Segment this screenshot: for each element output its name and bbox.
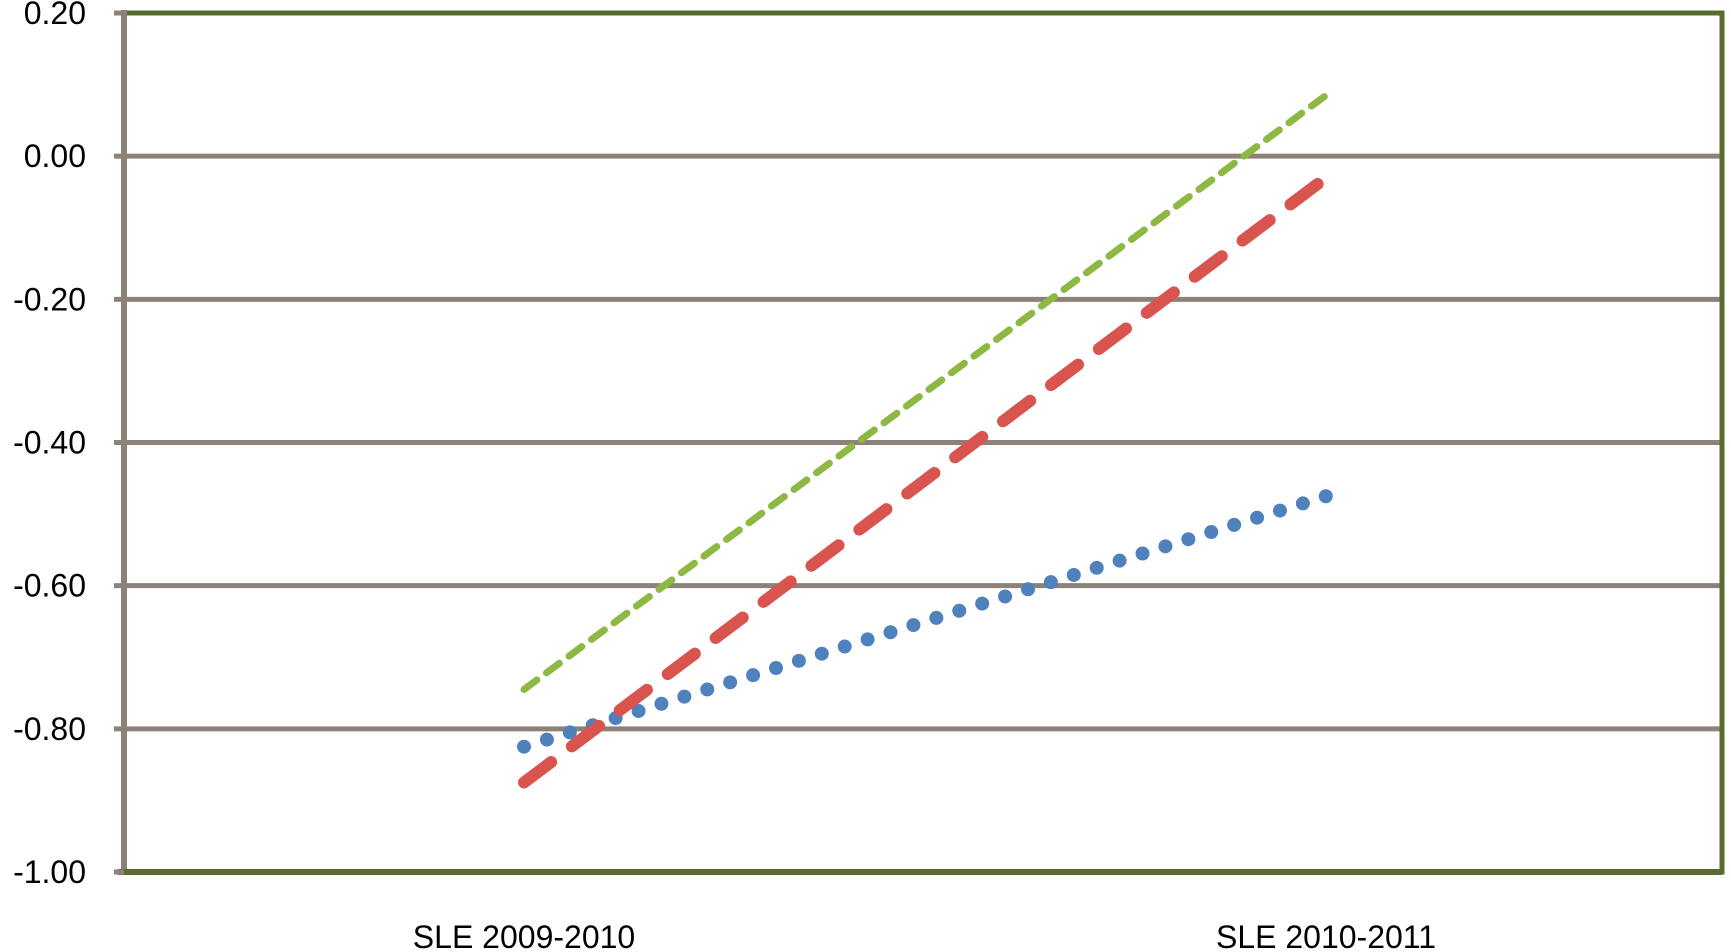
y-tick-labels: 0.20 0.00 -0.20 -0.40 -0.60 -0.80 -1.00 <box>13 0 124 890</box>
series-line-1 <box>517 489 1333 754</box>
y-tick-label: 0.00 <box>24 138 86 174</box>
y-tick-label: -0.20 <box>13 281 86 317</box>
series-line-2 <box>518 171 1332 789</box>
series-lines <box>517 91 1333 789</box>
x-tick-label: SLE 2010-2011 <box>1216 919 1436 952</box>
gridlines <box>124 153 1722 732</box>
x-tick-label: SLE 2009-2010 <box>413 919 635 952</box>
y-tick-label: -0.80 <box>13 711 86 747</box>
y-tick-label: -0.40 <box>13 425 86 461</box>
x-tick-labels: SLE 2009-2010 SLE 2010-2011 <box>413 919 1436 952</box>
y-tick-label: -1.00 <box>13 854 86 890</box>
series-line-3 <box>520 91 1330 693</box>
y-tick-label: -0.60 <box>13 568 86 604</box>
y-tick-label: 0.20 <box>24 0 86 31</box>
